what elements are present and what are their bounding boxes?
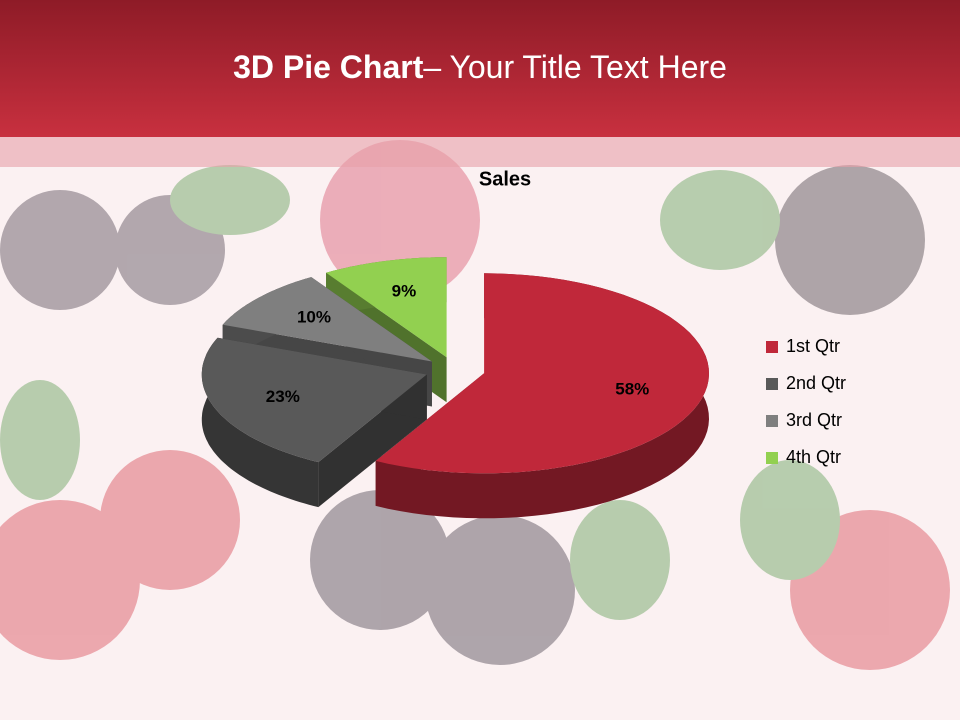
legend-label: 4th Qtr xyxy=(786,447,841,467)
slide-title-rest: – Your Title Text Here xyxy=(423,49,727,85)
data-label: 23% xyxy=(266,387,300,406)
legend-label: 3rd Qtr xyxy=(786,410,842,430)
legend-swatch xyxy=(766,452,778,464)
slice xyxy=(201,337,427,463)
legend-swatch xyxy=(766,341,778,353)
slice xyxy=(222,277,432,362)
legend-label: 1st Qtr xyxy=(786,336,840,356)
slide-title: 3D Pie Chart– Your Title Text Here xyxy=(233,49,727,85)
slice xyxy=(326,257,447,358)
legend-label: 2nd Qtr xyxy=(786,373,846,393)
legend-swatch xyxy=(766,378,778,390)
header-band xyxy=(0,0,960,137)
header-strip xyxy=(0,137,960,167)
slice xyxy=(375,273,709,474)
data-label: 58% xyxy=(615,380,649,399)
berry-decoration xyxy=(0,140,950,670)
slice-wall xyxy=(201,337,319,508)
data-label: 9% xyxy=(392,281,417,300)
chart-title: Sales xyxy=(479,168,531,190)
slice-group: 23% xyxy=(201,337,427,508)
legend-swatch xyxy=(766,415,778,427)
slice-group: 58% xyxy=(375,273,709,519)
data-label: 10% xyxy=(297,308,331,327)
legend: 1st Qtr 2nd Qtr 3rd Qtr 4th Qtr xyxy=(766,336,846,467)
pie: 9% 10% 58% 23% xyxy=(201,257,709,519)
slide-title-bold: 3D Pie Chart xyxy=(233,49,424,85)
